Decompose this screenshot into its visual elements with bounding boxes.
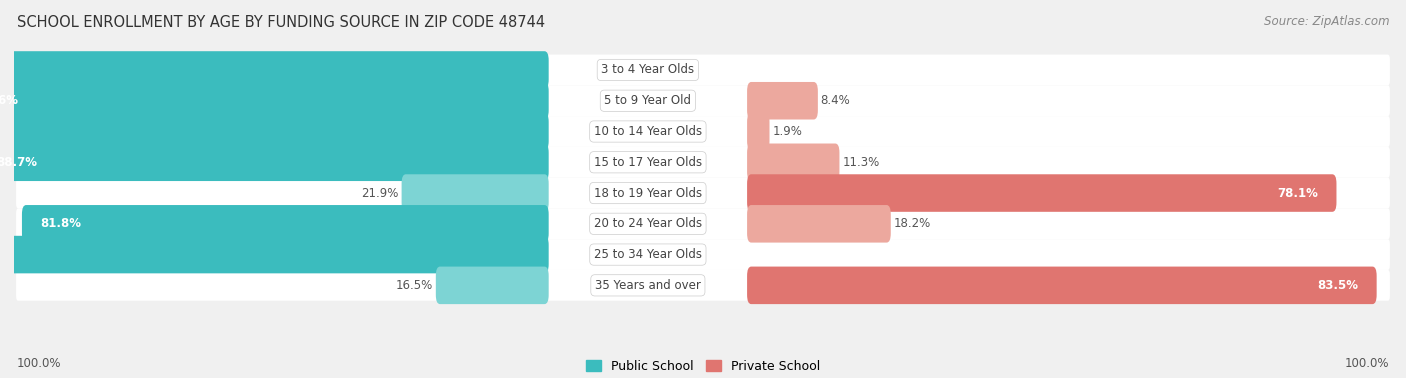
- Text: 15 to 17 Year Olds: 15 to 17 Year Olds: [593, 156, 702, 169]
- Text: 81.8%: 81.8%: [39, 217, 82, 230]
- Text: 78.1%: 78.1%: [1278, 187, 1319, 200]
- Text: 8.4%: 8.4%: [821, 94, 851, 107]
- Text: 11.3%: 11.3%: [842, 156, 879, 169]
- FancyBboxPatch shape: [0, 51, 548, 89]
- FancyBboxPatch shape: [15, 239, 1391, 270]
- Text: 25 to 34 Year Olds: 25 to 34 Year Olds: [593, 248, 702, 261]
- FancyBboxPatch shape: [747, 113, 769, 150]
- Legend: Public School, Private School: Public School, Private School: [581, 355, 825, 378]
- FancyBboxPatch shape: [402, 174, 548, 212]
- FancyBboxPatch shape: [15, 116, 1391, 147]
- Text: 1.9%: 1.9%: [772, 125, 803, 138]
- FancyBboxPatch shape: [436, 266, 548, 304]
- Text: 100.0%: 100.0%: [1344, 358, 1389, 370]
- FancyBboxPatch shape: [747, 174, 1337, 212]
- FancyBboxPatch shape: [15, 85, 1391, 116]
- Text: SCHOOL ENROLLMENT BY AGE BY FUNDING SOURCE IN ZIP CODE 48744: SCHOOL ENROLLMENT BY AGE BY FUNDING SOUR…: [17, 15, 546, 30]
- FancyBboxPatch shape: [747, 266, 1376, 304]
- Text: 100.0%: 100.0%: [17, 358, 62, 370]
- FancyBboxPatch shape: [15, 270, 1391, 301]
- Text: 10 to 14 Year Olds: 10 to 14 Year Olds: [593, 125, 702, 138]
- FancyBboxPatch shape: [747, 205, 891, 243]
- Text: 88.7%: 88.7%: [0, 156, 37, 169]
- FancyBboxPatch shape: [0, 236, 548, 273]
- FancyBboxPatch shape: [0, 113, 548, 150]
- FancyBboxPatch shape: [747, 144, 839, 181]
- Text: 3 to 4 Year Olds: 3 to 4 Year Olds: [602, 64, 695, 76]
- Text: 20 to 24 Year Olds: 20 to 24 Year Olds: [593, 217, 702, 230]
- FancyBboxPatch shape: [15, 147, 1391, 178]
- Text: 35 Years and over: 35 Years and over: [595, 279, 700, 292]
- FancyBboxPatch shape: [22, 205, 548, 243]
- Text: 21.9%: 21.9%: [361, 187, 399, 200]
- FancyBboxPatch shape: [15, 208, 1391, 239]
- Text: Source: ZipAtlas.com: Source: ZipAtlas.com: [1264, 15, 1389, 28]
- FancyBboxPatch shape: [747, 82, 818, 119]
- FancyBboxPatch shape: [0, 144, 548, 181]
- Text: 18 to 19 Year Olds: 18 to 19 Year Olds: [593, 187, 702, 200]
- FancyBboxPatch shape: [15, 178, 1391, 208]
- Text: 16.5%: 16.5%: [396, 279, 433, 292]
- Text: 18.2%: 18.2%: [894, 217, 931, 230]
- Text: 5 to 9 Year Old: 5 to 9 Year Old: [605, 94, 692, 107]
- FancyBboxPatch shape: [15, 54, 1391, 85]
- FancyBboxPatch shape: [0, 82, 548, 119]
- Text: 83.5%: 83.5%: [1317, 279, 1358, 292]
- Text: 91.6%: 91.6%: [0, 94, 18, 107]
